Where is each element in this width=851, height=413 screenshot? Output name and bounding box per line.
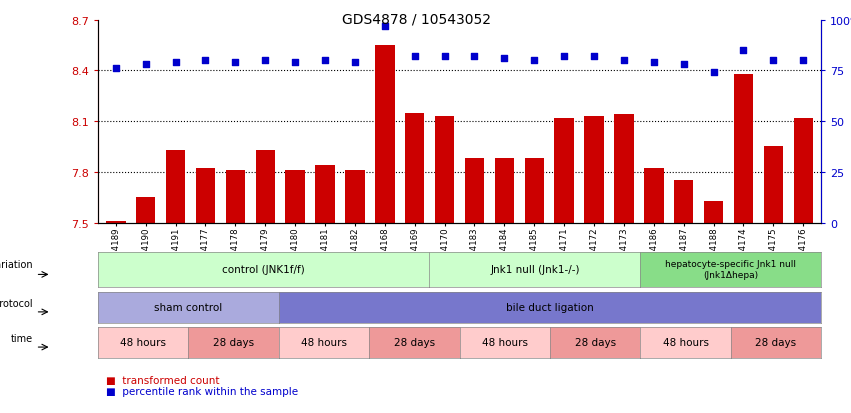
Point	[437, 54, 451, 60]
Bar	[346, 171, 364, 223]
Point	[797, 58, 810, 64]
Text: sham control: sham control	[154, 302, 222, 313]
Bar	[285, 171, 305, 223]
Bar	[524, 159, 544, 223]
Text: control (JNK1f/f): control (JNK1f/f)	[222, 264, 305, 275]
Text: ■  percentile rank within the sample: ■ percentile rank within the sample	[106, 387, 299, 396]
Bar	[704, 201, 723, 223]
Bar	[494, 159, 514, 223]
Bar	[763, 147, 783, 223]
Text: 48 hours: 48 hours	[301, 337, 347, 348]
Bar	[555, 119, 574, 223]
Bar	[734, 75, 753, 223]
Point	[737, 47, 751, 54]
Text: protocol: protocol	[0, 298, 32, 308]
Bar	[614, 115, 634, 223]
Text: bile duct ligation: bile duct ligation	[506, 302, 594, 313]
Bar	[585, 117, 603, 223]
Point	[647, 60, 660, 66]
Point	[198, 58, 212, 64]
Point	[557, 54, 571, 60]
Text: hepatocyte-specific Jnk1 null
(Jnk1Δhepa): hepatocyte-specific Jnk1 null (Jnk1Δhepa…	[665, 260, 797, 279]
Point	[168, 60, 182, 66]
Bar	[255, 150, 275, 223]
Point	[288, 60, 302, 66]
Bar	[375, 46, 395, 223]
Bar	[794, 119, 813, 223]
Point	[617, 58, 631, 64]
Text: 28 days: 28 days	[394, 337, 435, 348]
Text: 48 hours: 48 hours	[482, 337, 528, 348]
Point	[229, 60, 243, 66]
Text: GDS4878 / 10543052: GDS4878 / 10543052	[342, 12, 492, 26]
Point	[767, 58, 780, 64]
Point	[528, 58, 541, 64]
Point	[378, 24, 391, 30]
Bar	[166, 150, 186, 223]
Bar	[465, 159, 484, 223]
Point	[707, 70, 721, 76]
Text: 48 hours: 48 hours	[120, 337, 166, 348]
Text: time: time	[11, 333, 32, 343]
Text: 48 hours: 48 hours	[663, 337, 709, 348]
Bar	[644, 169, 664, 223]
Point	[259, 58, 272, 64]
Bar	[226, 171, 245, 223]
Text: genotype/variation: genotype/variation	[0, 259, 32, 269]
Text: Jnk1 null (Jnk1-/-): Jnk1 null (Jnk1-/-)	[490, 264, 580, 275]
Text: 28 days: 28 days	[574, 337, 616, 348]
Text: 28 days: 28 days	[756, 337, 797, 348]
Bar	[674, 181, 694, 223]
Bar	[136, 198, 156, 223]
Text: ■  transformed count: ■ transformed count	[106, 375, 220, 385]
Point	[109, 66, 123, 73]
Point	[677, 62, 690, 69]
Bar	[106, 221, 125, 223]
Point	[587, 54, 601, 60]
Bar	[435, 117, 454, 223]
Bar	[196, 169, 215, 223]
Point	[498, 56, 511, 62]
Bar	[316, 166, 334, 223]
Point	[139, 62, 152, 69]
Point	[468, 54, 482, 60]
Point	[408, 54, 421, 60]
Text: 28 days: 28 days	[213, 337, 254, 348]
Point	[348, 60, 362, 66]
Bar	[405, 114, 425, 223]
Point	[318, 58, 332, 64]
